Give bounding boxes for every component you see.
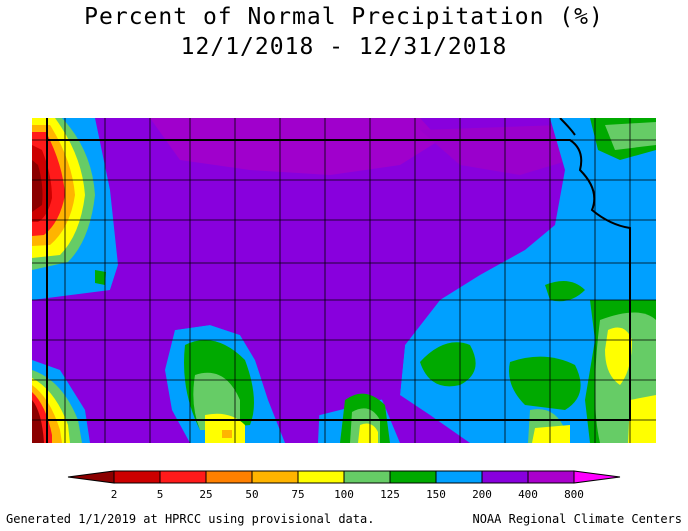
precipitation-field <box>32 118 656 443</box>
legend-swatch <box>297 470 345 484</box>
map-title: Percent of Normal Precipitation (%) <box>84 4 604 30</box>
legend-swatch <box>113 470 161 484</box>
legend-tick-label: 800 <box>564 488 584 501</box>
legend-tick-label: 125 <box>380 488 400 501</box>
legend-swatch <box>435 470 483 484</box>
legend-swatch <box>251 470 299 484</box>
map-date-range: 12/1/2018 - 12/31/2018 <box>180 34 508 60</box>
legend-tick-label: 50 <box>245 488 258 501</box>
footer-generated-note: Generated 1/1/2019 at HPRCC using provis… <box>6 512 375 526</box>
state-borders <box>46 118 631 443</box>
legend-tick-label: 100 <box>334 488 354 501</box>
legend-swatch <box>205 470 253 484</box>
legend-tick-label: 200 <box>472 488 492 501</box>
footer-credit: NOAA Regional Climate Centers <box>472 512 682 526</box>
color-legend: 2 5 25 50 75 100 125 150 200 400 800 <box>67 470 621 501</box>
legend-swatch <box>389 470 437 484</box>
legend-tick-label: 150 <box>426 488 446 501</box>
legend-tick-label: 25 <box>199 488 212 501</box>
legend-triangle-low <box>67 470 115 484</box>
legend-swatch <box>343 470 391 484</box>
legend-tick-label: 5 <box>157 488 164 501</box>
legend-triangle-high <box>573 470 621 484</box>
legend-tick-label: 75 <box>291 488 304 501</box>
legend-tick-label: 2 <box>111 488 118 501</box>
legend-swatch <box>481 470 529 484</box>
county-grid <box>32 118 656 443</box>
legend-swatch <box>527 470 575 484</box>
legend-swatch <box>159 470 207 484</box>
legend-tick-label: 400 <box>518 488 538 501</box>
